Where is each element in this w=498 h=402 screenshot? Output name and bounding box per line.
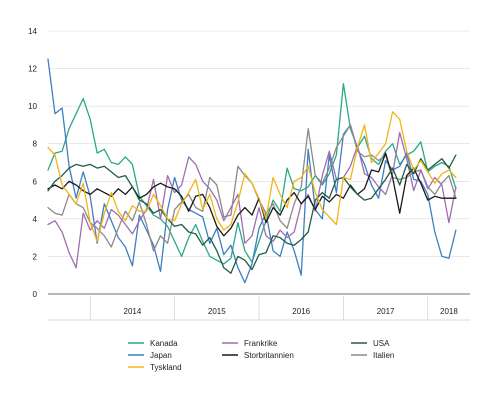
series-line-frankrike <box>47 131 457 269</box>
gridlines <box>48 30 470 295</box>
legend-label-japan: Japan <box>150 351 172 360</box>
series-line-usa <box>47 154 457 274</box>
legend-label-storbritannien: Storbritannien <box>244 351 294 360</box>
x-year-label: 2015 <box>208 307 226 316</box>
x-year-label: 2018 <box>440 307 458 316</box>
y-tick-label: 10 <box>28 102 37 111</box>
series-line-tyskland <box>47 111 457 243</box>
y-tick-label: 0 <box>33 290 38 299</box>
x-year-label: 2016 <box>292 307 310 316</box>
legend-label-frankrike: Frankrike <box>244 339 278 348</box>
x-axis: 2014 2015 2016 2017 2018 <box>48 296 470 321</box>
x-year-label: 2014 <box>124 307 142 316</box>
y-axis-tick-labels: 0 2 4 6 8 10 12 14 <box>28 27 37 299</box>
y-tick-label: 2 <box>33 252 38 261</box>
y-tick-label: 6 <box>33 177 38 186</box>
series-line-storbritannien <box>47 152 457 237</box>
series-lines <box>47 58 457 284</box>
legend-label-usa: USA <box>373 339 390 348</box>
legend-label-tyskland: Tyskland <box>150 363 182 372</box>
legend-label-kanada: Kanada <box>150 339 178 348</box>
legend-label-italien: Italien <box>373 351 394 360</box>
y-tick-label: 12 <box>28 65 37 74</box>
y-tick-label: 8 <box>33 140 38 149</box>
x-year-label: 2017 <box>377 307 395 316</box>
y-tick-label: 4 <box>33 215 38 224</box>
y-tick-label: 14 <box>28 27 37 36</box>
legend: Kanada Frankrike USA Japan Storbritannien Ita… <box>128 339 394 372</box>
